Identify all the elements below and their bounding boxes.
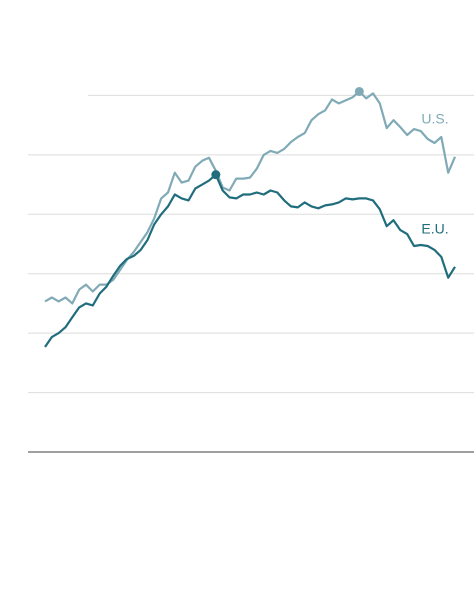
series-label: E.U. [421,220,448,236]
peak-marker [354,86,364,96]
series-label: U.S. [421,111,448,127]
series-line [44,173,456,348]
peak-marker [211,170,221,180]
series-line [44,90,457,305]
